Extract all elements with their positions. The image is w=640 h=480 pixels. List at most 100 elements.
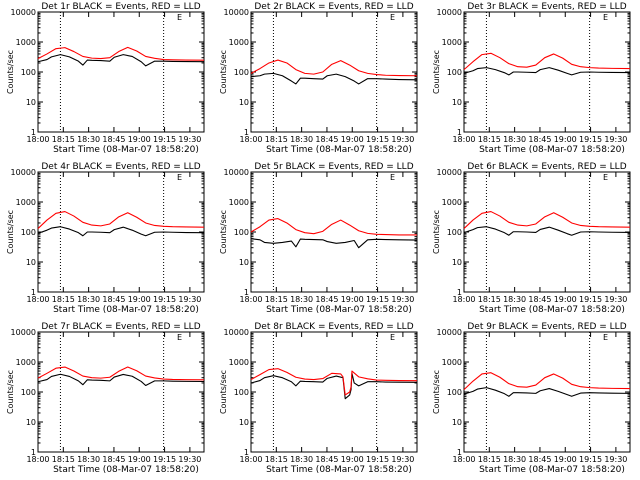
y-axis-label: Counts/sec	[432, 50, 441, 94]
plot-frame	[37, 331, 205, 453]
events-series-line	[463, 387, 631, 397]
x-tick-label: 19:30	[604, 455, 627, 464]
y-tick-label: 1000	[229, 38, 249, 47]
x-tick-label: 18:45	[315, 455, 338, 464]
y-tick-label: 10	[452, 98, 462, 107]
event-marker-label: E	[603, 13, 608, 22]
y-tick-label: 10000	[224, 8, 249, 17]
events-series-line	[250, 72, 418, 85]
x-tick-label: 18:30	[290, 455, 313, 464]
x-tick-label: 19:15	[153, 135, 176, 144]
y-tick-label: 10	[26, 98, 36, 107]
x-tick-label: 18:00	[452, 455, 475, 464]
x-tick-label: 18:45	[528, 135, 551, 144]
y-tick-label: 100	[234, 388, 249, 397]
event-marker-label: E	[177, 13, 182, 22]
y-tick-label: 10000	[437, 8, 462, 17]
x-tick-label: 18:30	[77, 455, 100, 464]
x-tick-label: 18:00	[26, 455, 49, 464]
x-tick-label: 19:30	[178, 295, 201, 304]
y-tick-label: 1	[244, 448, 249, 457]
y-tick-label: 100	[447, 68, 462, 77]
y-tick-label: 10	[452, 418, 462, 427]
x-tick-label: 19:30	[391, 295, 414, 304]
y-tick-label: 1	[244, 128, 249, 137]
x-tick-label: 18:15	[478, 455, 501, 464]
x-tick-label: 18:00	[26, 295, 49, 304]
x-tick-label: 19:00	[128, 135, 151, 144]
event-marker-label: E	[603, 173, 608, 182]
x-tick-label: 19:15	[366, 455, 389, 464]
events-series-line	[250, 238, 418, 249]
x-tick-label: 19:00	[341, 455, 364, 464]
y-tick-label: 1	[457, 288, 462, 297]
x-tick-label: 18:00	[452, 295, 475, 304]
y-tick-label: 1	[31, 128, 36, 137]
x-axis-label: Start Time (08-Mar-07 18:58:20)	[53, 145, 199, 155]
y-tick-label: 100	[234, 228, 249, 237]
lld-series-line	[37, 366, 205, 381]
y-tick-label: 100	[234, 68, 249, 77]
x-axis-label: Start Time (08-Mar-07 18:58:20)	[53, 305, 199, 315]
detector-panel-2: Det 2r BLACK = Events, RED = LLD E 1 10 100 1…	[213, 0, 426, 160]
x-tick-label: 18:15	[265, 295, 288, 304]
plot-frame	[250, 171, 418, 293]
y-tick-label: 10	[239, 98, 249, 107]
y-tick-label: 1000	[229, 198, 249, 207]
x-tick-label: 18:15	[52, 455, 75, 464]
x-tick-label: 18:30	[503, 455, 526, 464]
x-tick-label: 19:15	[366, 135, 389, 144]
x-tick-label: 19:30	[391, 135, 414, 144]
events-series-line	[37, 54, 205, 67]
x-axis-label: Start Time (08-Mar-07 18:58:20)	[266, 465, 412, 475]
x-tick-label: 18:15	[52, 135, 75, 144]
x-tick-label: 19:15	[579, 295, 602, 304]
y-tick-label: 100	[447, 228, 462, 237]
x-tick-label: 19:15	[579, 135, 602, 144]
x-tick-label: 18:15	[478, 135, 501, 144]
events-series-line	[463, 226, 631, 236]
x-tick-label: 19:00	[128, 455, 151, 464]
y-tick-label: 100	[21, 228, 36, 237]
x-tick-label: 18:15	[478, 295, 501, 304]
y-tick-label: 10	[26, 258, 36, 267]
x-tick-label: 18:30	[77, 135, 100, 144]
x-tick-label: 19:15	[153, 455, 176, 464]
y-tick-label: 10000	[11, 8, 36, 17]
x-tick-label: 19:30	[178, 455, 201, 464]
y-tick-label: 100	[21, 388, 36, 397]
lld-series-line	[463, 372, 631, 391]
detector-panel-6: Det 6r BLACK = Events, RED = LLD E 1 10 100 1…	[426, 160, 639, 320]
y-axis-label: Counts/sec	[6, 370, 15, 414]
y-axis-label: Counts/sec	[6, 210, 15, 254]
event-marker-label: E	[177, 333, 182, 342]
lld-series-line	[250, 59, 418, 77]
lld-series-line	[37, 211, 205, 229]
plot-frame	[463, 331, 631, 453]
y-tick-label: 10000	[224, 328, 249, 337]
y-tick-label: 10	[239, 258, 249, 267]
y-axis-label: Counts/sec	[219, 50, 228, 94]
y-axis-label: Counts/sec	[219, 370, 228, 414]
x-tick-label: 19:00	[554, 455, 577, 464]
x-tick-label: 18:15	[265, 135, 288, 144]
y-tick-label: 1	[31, 288, 36, 297]
x-tick-label: 19:00	[341, 295, 364, 304]
y-tick-label: 10000	[437, 328, 462, 337]
chart-title: Det 9r BLACK = Events, RED = LLD	[467, 322, 626, 332]
y-axis-label: Counts/sec	[6, 50, 15, 94]
y-axis-label: Counts/sec	[432, 210, 441, 254]
x-tick-label: 18:15	[52, 295, 75, 304]
detector-panel-8: Det 8r BLACK = Events, RED = LLD E 1 10 100 1…	[213, 320, 426, 480]
y-tick-label: 1	[244, 288, 249, 297]
x-tick-label: 18:00	[239, 135, 262, 144]
x-tick-label: 19:15	[579, 455, 602, 464]
y-tick-label: 10	[26, 418, 36, 427]
chart-title: Det 7r BLACK = Events, RED = LLD	[41, 322, 200, 332]
x-axis-label: Start Time (08-Mar-07 18:58:20)	[266, 305, 412, 315]
